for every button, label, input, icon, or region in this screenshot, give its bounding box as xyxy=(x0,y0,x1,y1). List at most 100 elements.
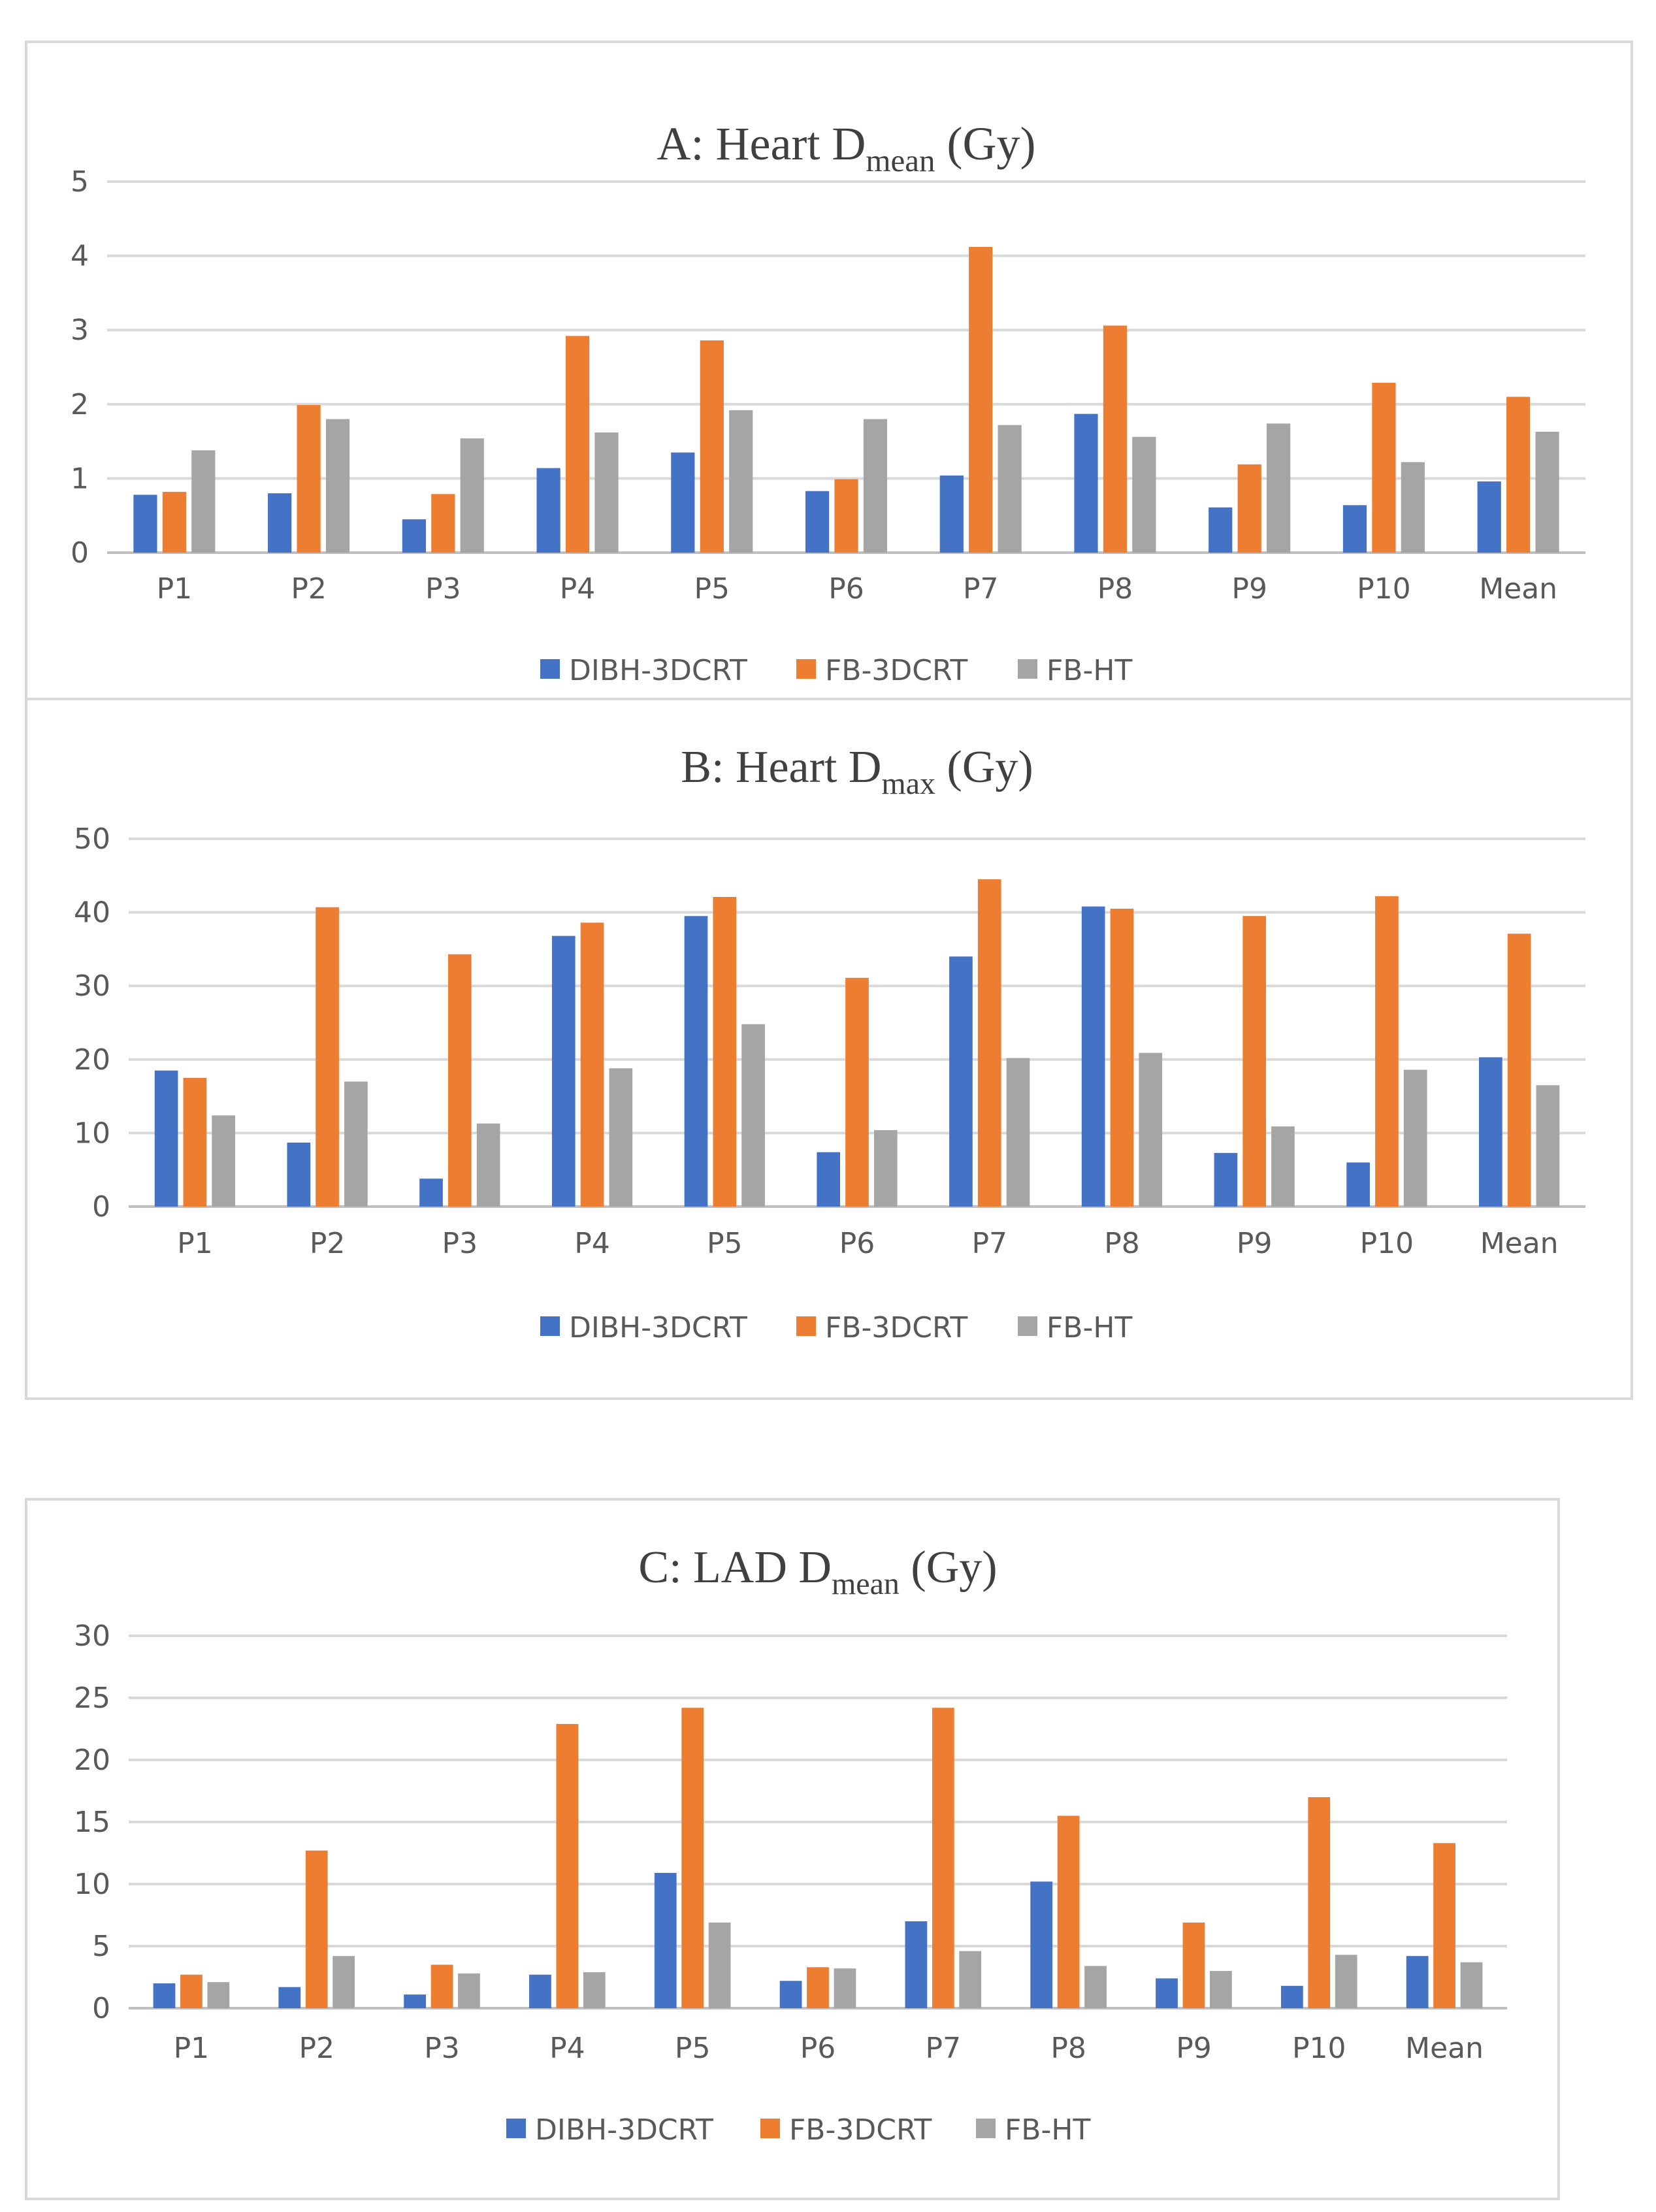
chart-c-bar-dibh-3dcrt-p4 xyxy=(529,1974,551,2008)
chart-b-bar-fb-ht-p5 xyxy=(741,1024,765,1207)
chart-b-bar-dibh-3dcrt-p1 xyxy=(154,1070,178,1207)
chart-c-y-tick-label: 20 xyxy=(74,1744,110,1777)
chart-b-bar-fb-ht-mean xyxy=(1536,1085,1560,1207)
chart-a-bar-fb-ht-p2 xyxy=(325,419,350,553)
chart-c-y-tick-label: 5 xyxy=(92,1930,110,1963)
chart-b-x-tick-label: P6 xyxy=(839,1227,875,1260)
chart-c-bar-fb-3dcrt-p7 xyxy=(932,1708,954,2008)
chart-c-bar-fb-ht-p9 xyxy=(1210,1971,1232,2008)
chart-b-bar-fb-3dcrt-p9 xyxy=(1242,916,1267,1207)
chart-c-bar-dibh-3dcrt-p5 xyxy=(654,1872,677,2008)
chart-a-title: A: Heart Dmean (Gy) xyxy=(657,118,1036,178)
chart-a-y-tick-label: 3 xyxy=(71,314,89,347)
chart-b-bar-fb-3dcrt-p6 xyxy=(845,977,869,1207)
chart-a-x-tick-label: P4 xyxy=(560,572,596,606)
chart-a-bar-dibh-3dcrt-p6 xyxy=(805,491,830,553)
chart-b-bar-fb-3dcrt-p5 xyxy=(713,896,737,1207)
chart-a-x-tick-label: P7 xyxy=(963,572,999,606)
chart-c-bar-dibh-3dcrt-p8 xyxy=(1030,1881,1053,2008)
chart-c-bar-fb-3dcrt-p9 xyxy=(1182,1922,1205,2008)
chart-b-legend-swatch xyxy=(796,1316,816,1336)
chart-b-x-tick-label: P9 xyxy=(1237,1227,1273,1260)
chart-b-bar-fb-ht-p7 xyxy=(1006,1058,1030,1207)
chart-c-bar-fb-3dcrt-p2 xyxy=(305,1850,328,2008)
chart-a-x-tick-label: P1 xyxy=(157,572,193,606)
chart-a-bar-fb-3dcrt-p3 xyxy=(431,494,455,553)
chart-b-bar-dibh-3dcrt-p4 xyxy=(551,935,576,1207)
chart-b-y-tick-label: 50 xyxy=(74,822,110,856)
chart-c-bar-fb-3dcrt-p1 xyxy=(180,1974,203,2008)
chart-b-y-tick-label: 0 xyxy=(92,1190,110,1224)
chart-b-bar-dibh-3dcrt-p7 xyxy=(949,956,973,1207)
chart-a-bar-fb-3dcrt-p1 xyxy=(162,491,186,553)
chart-a-bar-dibh-3dcrt-p9 xyxy=(1209,507,1233,553)
chart-a-bar-fb-ht-mean xyxy=(1535,431,1559,553)
chart-c-x-tick-label: P9 xyxy=(1176,2032,1212,2065)
chart-a-legend-label: FB-HT xyxy=(1047,654,1132,687)
chart-a-x-tick-label: P3 xyxy=(425,572,461,606)
chart-c-bar-fb-3dcrt-mean xyxy=(1433,1843,1455,2008)
chart-a-bar-dibh-3dcrt-p3 xyxy=(402,519,426,553)
chart-c-bar-fb-ht-p6 xyxy=(834,1968,856,2008)
chart-b-bar-fb-3dcrt-mean xyxy=(1507,934,1531,1207)
chart-b-x-tick-label: P10 xyxy=(1360,1227,1414,1260)
chart-b-title: B: Heart Dmax (Gy) xyxy=(681,742,1033,801)
chart-b-y-tick-label: 40 xyxy=(74,896,110,930)
chart-c-x-tick-label: P7 xyxy=(926,2032,962,2065)
chart-b-x-tick-label: P2 xyxy=(310,1227,346,1260)
chart-c-bar-dibh-3dcrt-p1 xyxy=(153,1983,176,2008)
chart-c-bar-fb-3dcrt-p10 xyxy=(1308,1797,1331,2008)
chart-c-bar-fb-ht-p4 xyxy=(583,1972,606,2008)
chart-c-x-tick-label: P3 xyxy=(424,2032,460,2065)
chart-c-y-tick-label: 30 xyxy=(74,1619,110,1653)
chart-b-x-tick-label: P8 xyxy=(1104,1227,1140,1260)
chart-a-bar-fb-3dcrt-p7 xyxy=(969,246,993,553)
chart-a-bar-fb-3dcrt-p8 xyxy=(1103,325,1128,553)
chart-a-bar-fb-3dcrt-p5 xyxy=(700,340,724,553)
chart-a-y-tick-label: 5 xyxy=(71,165,89,199)
chart-c-x-tick-label: P2 xyxy=(299,2032,334,2065)
chart-b-legend-label: FB-HT xyxy=(1047,1311,1132,1344)
chart-a-bar-fb-ht-p10 xyxy=(1401,462,1425,553)
chart-c-x-tick-label: Mean xyxy=(1405,2032,1484,2065)
chart-b-legend-label: DIBH-3DCRT xyxy=(569,1311,747,1344)
chart-c-legend-swatch xyxy=(506,2119,526,2138)
chart-a-bar-dibh-3dcrt-p7 xyxy=(939,475,964,553)
chart-c-x-tick-label: P10 xyxy=(1292,2032,1346,2065)
chart-a-x-tick-label: P6 xyxy=(828,572,864,606)
chart-b-bar-fb-ht-p3 xyxy=(476,1123,500,1207)
chart-a-x-tick-label: P5 xyxy=(694,572,730,606)
chart-b-panel: B: Heart Dmax (Gy) 0 10 20 30 40 50 P1 P2 P3 P4 P5 P… xyxy=(25,698,1633,1400)
chart-c-bar-dibh-3dcrt-p9 xyxy=(1156,1978,1178,2008)
chart-c-x-tick-label: P1 xyxy=(174,2032,210,2065)
chart-a-bar-dibh-3dcrt-p5 xyxy=(671,452,695,553)
chart-b-bar-dibh-3dcrt-p6 xyxy=(817,1152,841,1207)
chart-a-legend-swatch xyxy=(1018,659,1037,679)
chart-b: B: Heart Dmax (Gy) 0 10 20 30 40 50 P1 P2 P3 P4 P5 P… xyxy=(74,742,1585,1344)
chart-a-x-tick-label: P9 xyxy=(1231,572,1267,606)
chart-b-legend-label: FB-3DCRT xyxy=(825,1311,967,1344)
chart-b-y-tick-label: 10 xyxy=(74,1116,110,1150)
chart-c-panel: C: LAD Dmean (Gy) 0 5 10 15 20 25 30 P1 P2 P3 P4 P5 P… xyxy=(25,1498,1560,2200)
chart-a-bar-fb-ht-p4 xyxy=(594,432,619,553)
chart-c-y-tick-label: 10 xyxy=(74,1868,110,1901)
chart-c-x-tick-label: P8 xyxy=(1050,2032,1086,2065)
chart-c-legend-swatch xyxy=(760,2119,780,2138)
chart-c-legend-label: FB-HT xyxy=(1005,2113,1090,2147)
chart-c-bar-fb-ht-p3 xyxy=(458,1973,480,2008)
chart-c-bar-dibh-3dcrt-p10 xyxy=(1280,1985,1303,2008)
chart-c-bar-fb-ht-p1 xyxy=(207,1982,230,2008)
chart-a-y-tick-label: 2 xyxy=(71,388,89,421)
chart-c-x-tick-label: P4 xyxy=(549,2032,585,2065)
chart-a-bar-fb-3dcrt-p2 xyxy=(297,404,321,553)
chart-b-bar-fb-ht-p9 xyxy=(1271,1126,1295,1207)
chart-b-bar-fb-3dcrt-p4 xyxy=(580,922,604,1207)
chart-c-bar-fb-ht-mean xyxy=(1460,1962,1483,2008)
chart-a-x-tick-label: Mean xyxy=(1479,572,1557,606)
chart-c-bar-dibh-3dcrt-p7 xyxy=(905,1921,928,2008)
chart-c-x-tick-label: P5 xyxy=(675,2032,711,2065)
chart-c-bar-dibh-3dcrt-p2 xyxy=(278,1987,301,2008)
chart-b-bar-dibh-3dcrt-p2 xyxy=(287,1143,311,1207)
chart-a-panel: A: Heart Dmean (Gy) 0 1 2 3 4 5 P1 P2 P3 P4 P5 P6 P7 P… xyxy=(25,41,1633,700)
chart-a-bar-fb-ht-p9 xyxy=(1267,423,1291,553)
